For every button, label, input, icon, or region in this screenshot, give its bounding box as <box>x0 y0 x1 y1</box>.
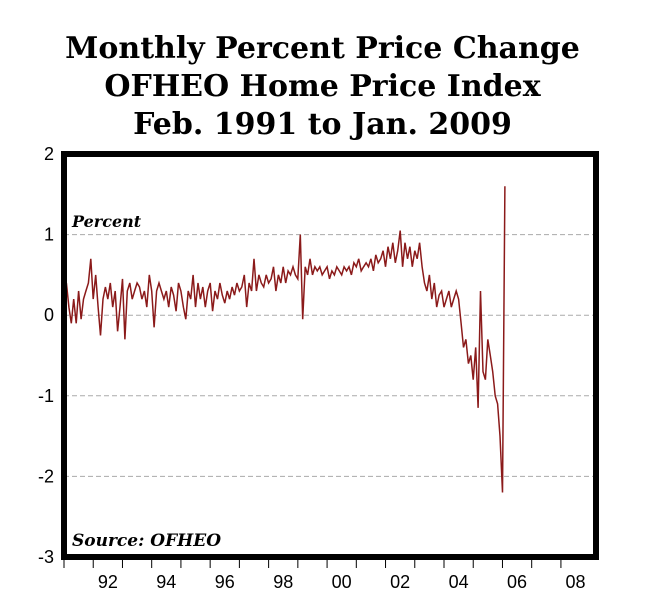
chart-title: Monthly Percent Price Change OFHEO Home … <box>0 30 645 144</box>
plot-frame <box>61 151 599 560</box>
x-tick-label: 00 <box>332 572 352 592</box>
y-tick-label: 1 <box>44 225 54 245</box>
y-tick-label: -3 <box>38 547 54 567</box>
x-tick-label: 08 <box>566 572 586 592</box>
y-axis-label: Percent <box>71 212 142 231</box>
chart-title-line-3: Feb. 1991 to Jan. 2009 <box>133 107 512 142</box>
x-axis-ticks: 92 94 96 98 00 02 04 06 08 <box>63 560 586 592</box>
x-tick-label: 96 <box>215 572 235 592</box>
chart-title-line-1: Monthly Percent Price Change <box>65 31 580 66</box>
x-tick-label: 04 <box>449 572 469 592</box>
y-axis-ticks: 2 1 0 -1 -2 -3 <box>38 144 54 567</box>
y-tick-label: 0 <box>44 305 54 325</box>
y-tick-label: 2 <box>44 144 54 164</box>
y-tick-label: -2 <box>38 466 54 486</box>
y-tick-label: -1 <box>38 386 54 406</box>
x-tick-label: 06 <box>507 572 527 592</box>
series-line <box>65 186 506 493</box>
source-note: Source: OFHEO <box>72 531 221 551</box>
x-tick-label: 92 <box>98 572 118 592</box>
x-tick-label: 98 <box>273 572 293 592</box>
x-tick-label: 94 <box>156 572 176 592</box>
x-tick-label: 02 <box>390 572 410 592</box>
chart-title-line-2: OFHEO Home Price Index <box>104 69 541 104</box>
gridlines <box>64 234 596 477</box>
